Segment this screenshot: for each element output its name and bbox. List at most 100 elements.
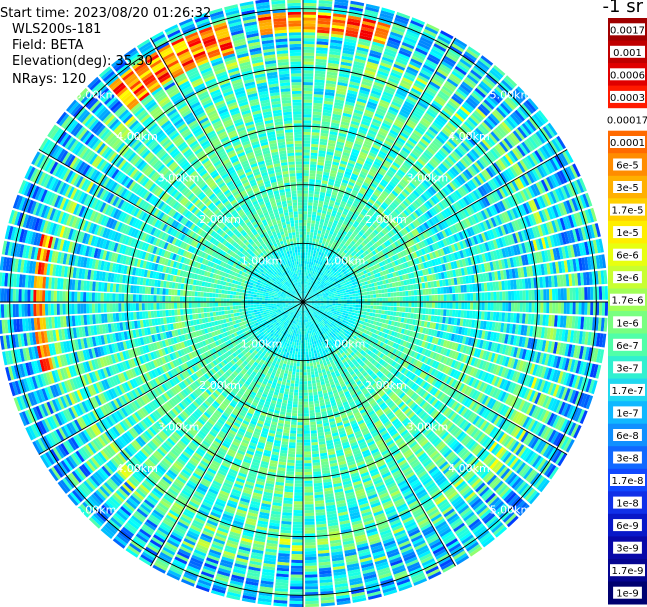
ppi-cell bbox=[443, 294, 447, 301]
ppi-cell bbox=[355, 181, 363, 187]
ppi-cell bbox=[303, 219, 307, 223]
ppi-cell bbox=[445, 53, 458, 63]
ppi-cell bbox=[455, 293, 459, 301]
ppi-cell bbox=[315, 70, 326, 75]
ppi-cell bbox=[587, 287, 591, 300]
ppi-cell bbox=[339, 70, 351, 75]
ppi-cell bbox=[309, 290, 313, 293]
ppi-cell bbox=[313, 265, 317, 270]
ppi-cell bbox=[336, 141, 345, 146]
ppi-cell bbox=[327, 266, 331, 270]
ppi-cell bbox=[313, 275, 317, 279]
ppi-cell bbox=[355, 103, 365, 110]
ppi-cell bbox=[306, 237, 310, 241]
ppi-cell bbox=[303, 111, 312, 115]
ppi-cell bbox=[414, 127, 425, 135]
ppi-cell bbox=[411, 150, 420, 158]
ppi-cell bbox=[303, 164, 310, 168]
ppi-cell bbox=[303, 55, 315, 59]
ppi-cell bbox=[347, 245, 352, 250]
ppi-cell bbox=[313, 99, 323, 104]
ppi-cell bbox=[323, 106, 333, 111]
ppi-cell bbox=[352, 299, 356, 302]
ppi-cell bbox=[428, 144, 438, 153]
ppi-cell bbox=[421, 135, 431, 144]
ppi-cell bbox=[318, 224, 323, 229]
ppi-cell bbox=[377, 313, 382, 318]
ppi-cell bbox=[313, 199, 319, 204]
ppi-cell bbox=[436, 68, 449, 78]
ppi-cell bbox=[434, 294, 438, 301]
ppi-cell bbox=[303, 61, 314, 65]
ppi-cell bbox=[309, 261, 312, 265]
ppi-cell bbox=[393, 292, 397, 297]
ppi-cell bbox=[455, 302, 459, 309]
ppi-cell bbox=[392, 66, 404, 74]
ppi-cell bbox=[329, 297, 333, 299]
ppi-cell bbox=[303, 193, 308, 197]
ppi-cell bbox=[366, 312, 370, 316]
ppi-cell bbox=[439, 112, 450, 121]
ppi-cell bbox=[451, 70, 464, 81]
ppi-cell bbox=[314, 194, 320, 198]
ppi-cell bbox=[303, 43, 315, 48]
ppi-cell bbox=[335, 96, 345, 101]
ppi-cell bbox=[318, 258, 322, 262]
ppi-cell bbox=[307, 255, 310, 259]
ppi-cell bbox=[324, 275, 328, 279]
ppi-cell bbox=[490, 292, 494, 301]
ppi-cell bbox=[346, 26, 359, 32]
ppi-cell bbox=[350, 176, 357, 181]
ppi-cell bbox=[377, 153, 386, 160]
ppi-cell bbox=[303, 76, 314, 80]
ppi-cell bbox=[303, 20, 316, 24]
ppi-cell bbox=[339, 291, 344, 294]
ppi-cell bbox=[440, 287, 444, 294]
ppi-cell bbox=[499, 291, 503, 301]
ppi-cell bbox=[393, 63, 406, 71]
ppi-cell bbox=[324, 94, 335, 99]
ppi-cell bbox=[332, 263, 337, 267]
ppi-cell bbox=[351, 69, 363, 75]
ppi-cell bbox=[363, 72, 375, 79]
ppi-cell bbox=[330, 237, 335, 242]
ppi-cell bbox=[373, 191, 380, 198]
ppi-cell bbox=[330, 265, 335, 270]
ppi-cell bbox=[362, 78, 373, 84]
ppi-cell bbox=[340, 247, 346, 252]
ppi-cell bbox=[429, 81, 441, 90]
ppi-cell bbox=[361, 117, 371, 124]
ppi-cell bbox=[342, 245, 347, 250]
ppi-cell bbox=[328, 243, 332, 247]
ppi-cell bbox=[303, 237, 306, 241]
ppi-cell bbox=[323, 271, 327, 275]
ppi-cell bbox=[316, 212, 322, 216]
ppi-cell bbox=[345, 247, 350, 252]
ppi-cell bbox=[378, 18, 392, 26]
ppi-cell bbox=[319, 279, 323, 283]
ppi-cell bbox=[312, 241, 316, 245]
ppi-cell bbox=[304, 263, 307, 267]
ppi-cell bbox=[324, 219, 329, 224]
ppi-cell bbox=[362, 181, 370, 188]
ppi-cell bbox=[393, 306, 397, 312]
ppi-cell bbox=[383, 88, 395, 95]
ppi-cell bbox=[317, 29, 330, 34]
ppi-cell bbox=[309, 170, 316, 174]
ppi-cell bbox=[317, 274, 321, 278]
ppi-cell bbox=[318, 153, 326, 157]
ppi-cell bbox=[303, 87, 313, 92]
ppi-cell bbox=[350, 0, 365, 7]
ppi-cell bbox=[377, 21, 391, 28]
ppi-cell bbox=[390, 72, 402, 79]
ppi-cell bbox=[444, 105, 455, 114]
ppi-cell bbox=[306, 234, 310, 238]
ppi-cell bbox=[361, 145, 370, 152]
ppi-cell bbox=[323, 100, 334, 105]
ppi-cell bbox=[307, 214, 312, 218]
ppi-cell bbox=[555, 302, 559, 314]
ppi-cell bbox=[332, 113, 342, 119]
ppi-cell bbox=[348, 181, 355, 187]
ppi-cell bbox=[361, 81, 373, 87]
ppi-cell bbox=[389, 166, 397, 174]
